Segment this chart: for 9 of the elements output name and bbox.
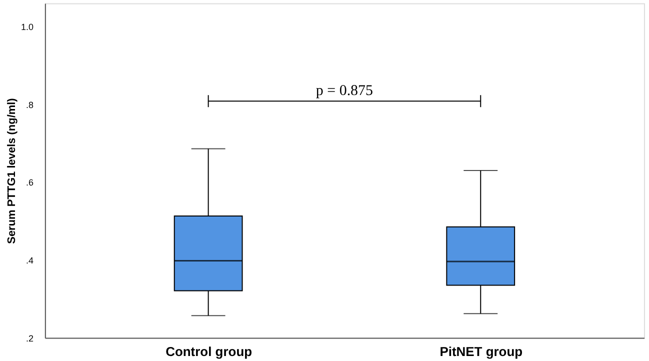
x-tick-label: Control group (166, 344, 252, 360)
x-tick-label: PitNET group (440, 344, 523, 360)
y-tick-label: 1.0 (20, 22, 34, 32)
y-tick-label: .6 (26, 178, 34, 188)
y-tick-label: .2 (26, 333, 34, 344)
annotation: p = 0.875 (316, 83, 374, 100)
y-axis-title: Serum PTTG1 levels (ng/ml) (6, 98, 18, 244)
y-tick-label: .8 (26, 100, 34, 110)
y-tick-label: .4 (26, 255, 34, 266)
